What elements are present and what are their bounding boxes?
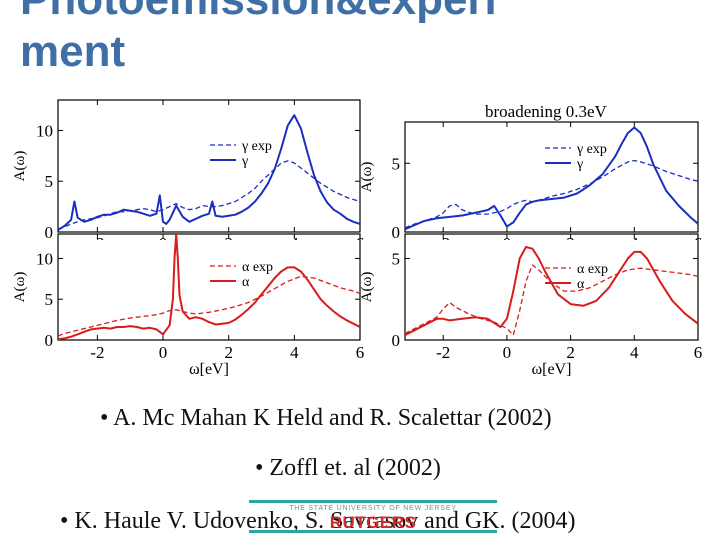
y-tick-label: 5 bbox=[392, 249, 401, 268]
y-tick-label: 0 bbox=[45, 331, 54, 350]
legend-label: α exp bbox=[577, 262, 608, 277]
series-line-calc bbox=[405, 126, 698, 231]
y-axis-label: A(ω) bbox=[359, 162, 375, 193]
legend-label: α bbox=[577, 277, 585, 292]
y-tick-label: 0 bbox=[45, 223, 54, 240]
x-tick-label: 0 bbox=[503, 343, 512, 362]
series-line-exp bbox=[405, 159, 698, 229]
plot-frame bbox=[404, 121, 699, 233]
series-line-calc bbox=[58, 114, 360, 231]
x-tick-label: 2 bbox=[566, 343, 575, 362]
x-tick-label: 6 bbox=[356, 343, 365, 362]
y-tick-label: 5 bbox=[45, 290, 54, 309]
x-tick-label: -2 bbox=[90, 343, 104, 362]
x-tick-label: 4 bbox=[630, 343, 639, 362]
series-line-exp bbox=[58, 160, 360, 230]
y-axis-label: A(ω) bbox=[359, 272, 375, 303]
x-tick-label: 6 bbox=[694, 343, 703, 362]
y-tick-label: 0 bbox=[392, 331, 401, 350]
y-tick-label: 10 bbox=[36, 121, 53, 140]
logo-wordmark: RUTGERS bbox=[329, 513, 417, 532]
logo-bar-bottom bbox=[249, 530, 497, 533]
bullet-reference-3: • K. Haule V. Udovenko, S. Savrasov and … bbox=[60, 508, 576, 534]
slide-title-line-1: Photoemission&experi bbox=[20, 0, 497, 22]
x-tick-label: 4 bbox=[290, 343, 299, 362]
logo-tagline: THE STATE UNIVERSITY OF NEW JERSEY bbox=[289, 505, 457, 512]
plot-frame bbox=[57, 233, 361, 341]
series-line-exp bbox=[58, 275, 360, 337]
y-axis-label: A(ω) bbox=[12, 272, 28, 303]
x-axis-label: ω[eV] bbox=[189, 361, 229, 378]
series-line-calc bbox=[58, 234, 360, 340]
x-tick-label: 0 bbox=[159, 343, 168, 362]
legend-label: α bbox=[242, 275, 250, 290]
plot-frame bbox=[404, 233, 699, 341]
legend-label: γ exp bbox=[241, 139, 272, 154]
y-tick-label: 0 bbox=[392, 223, 401, 240]
y-tick-label: 5 bbox=[45, 172, 54, 191]
legend-label: γ bbox=[241, 154, 248, 169]
y-tick-label: 10 bbox=[36, 249, 53, 268]
legend-label: γ bbox=[576, 157, 583, 172]
logo-bar-top bbox=[249, 500, 497, 503]
x-axis-label: ω[eV] bbox=[532, 361, 572, 378]
chart-title: broadening 0.3eV bbox=[485, 102, 608, 121]
legend-label: α exp bbox=[242, 260, 273, 275]
slide-title-line-2: ment bbox=[20, 27, 126, 76]
series-line-calc bbox=[405, 246, 698, 336]
y-axis-label: A(ω) bbox=[12, 151, 28, 182]
series-line-exp bbox=[405, 264, 698, 336]
bullet-reference-2: • Zoffl et. al (2002) bbox=[255, 455, 441, 481]
y-tick-label: 5 bbox=[392, 154, 401, 173]
rutgers-logo: THE STATE UNIVERSITY OF NEW JERSEY RUTGE… bbox=[249, 500, 497, 534]
x-tick-label: 2 bbox=[224, 343, 233, 362]
plot-frame bbox=[57, 99, 361, 233]
bullet-reference-1: • A. Mc Mahan K Held and R. Scalettar (2… bbox=[100, 405, 552, 431]
x-tick-label: -2 bbox=[436, 343, 450, 362]
legend-label: γ exp bbox=[576, 142, 607, 157]
